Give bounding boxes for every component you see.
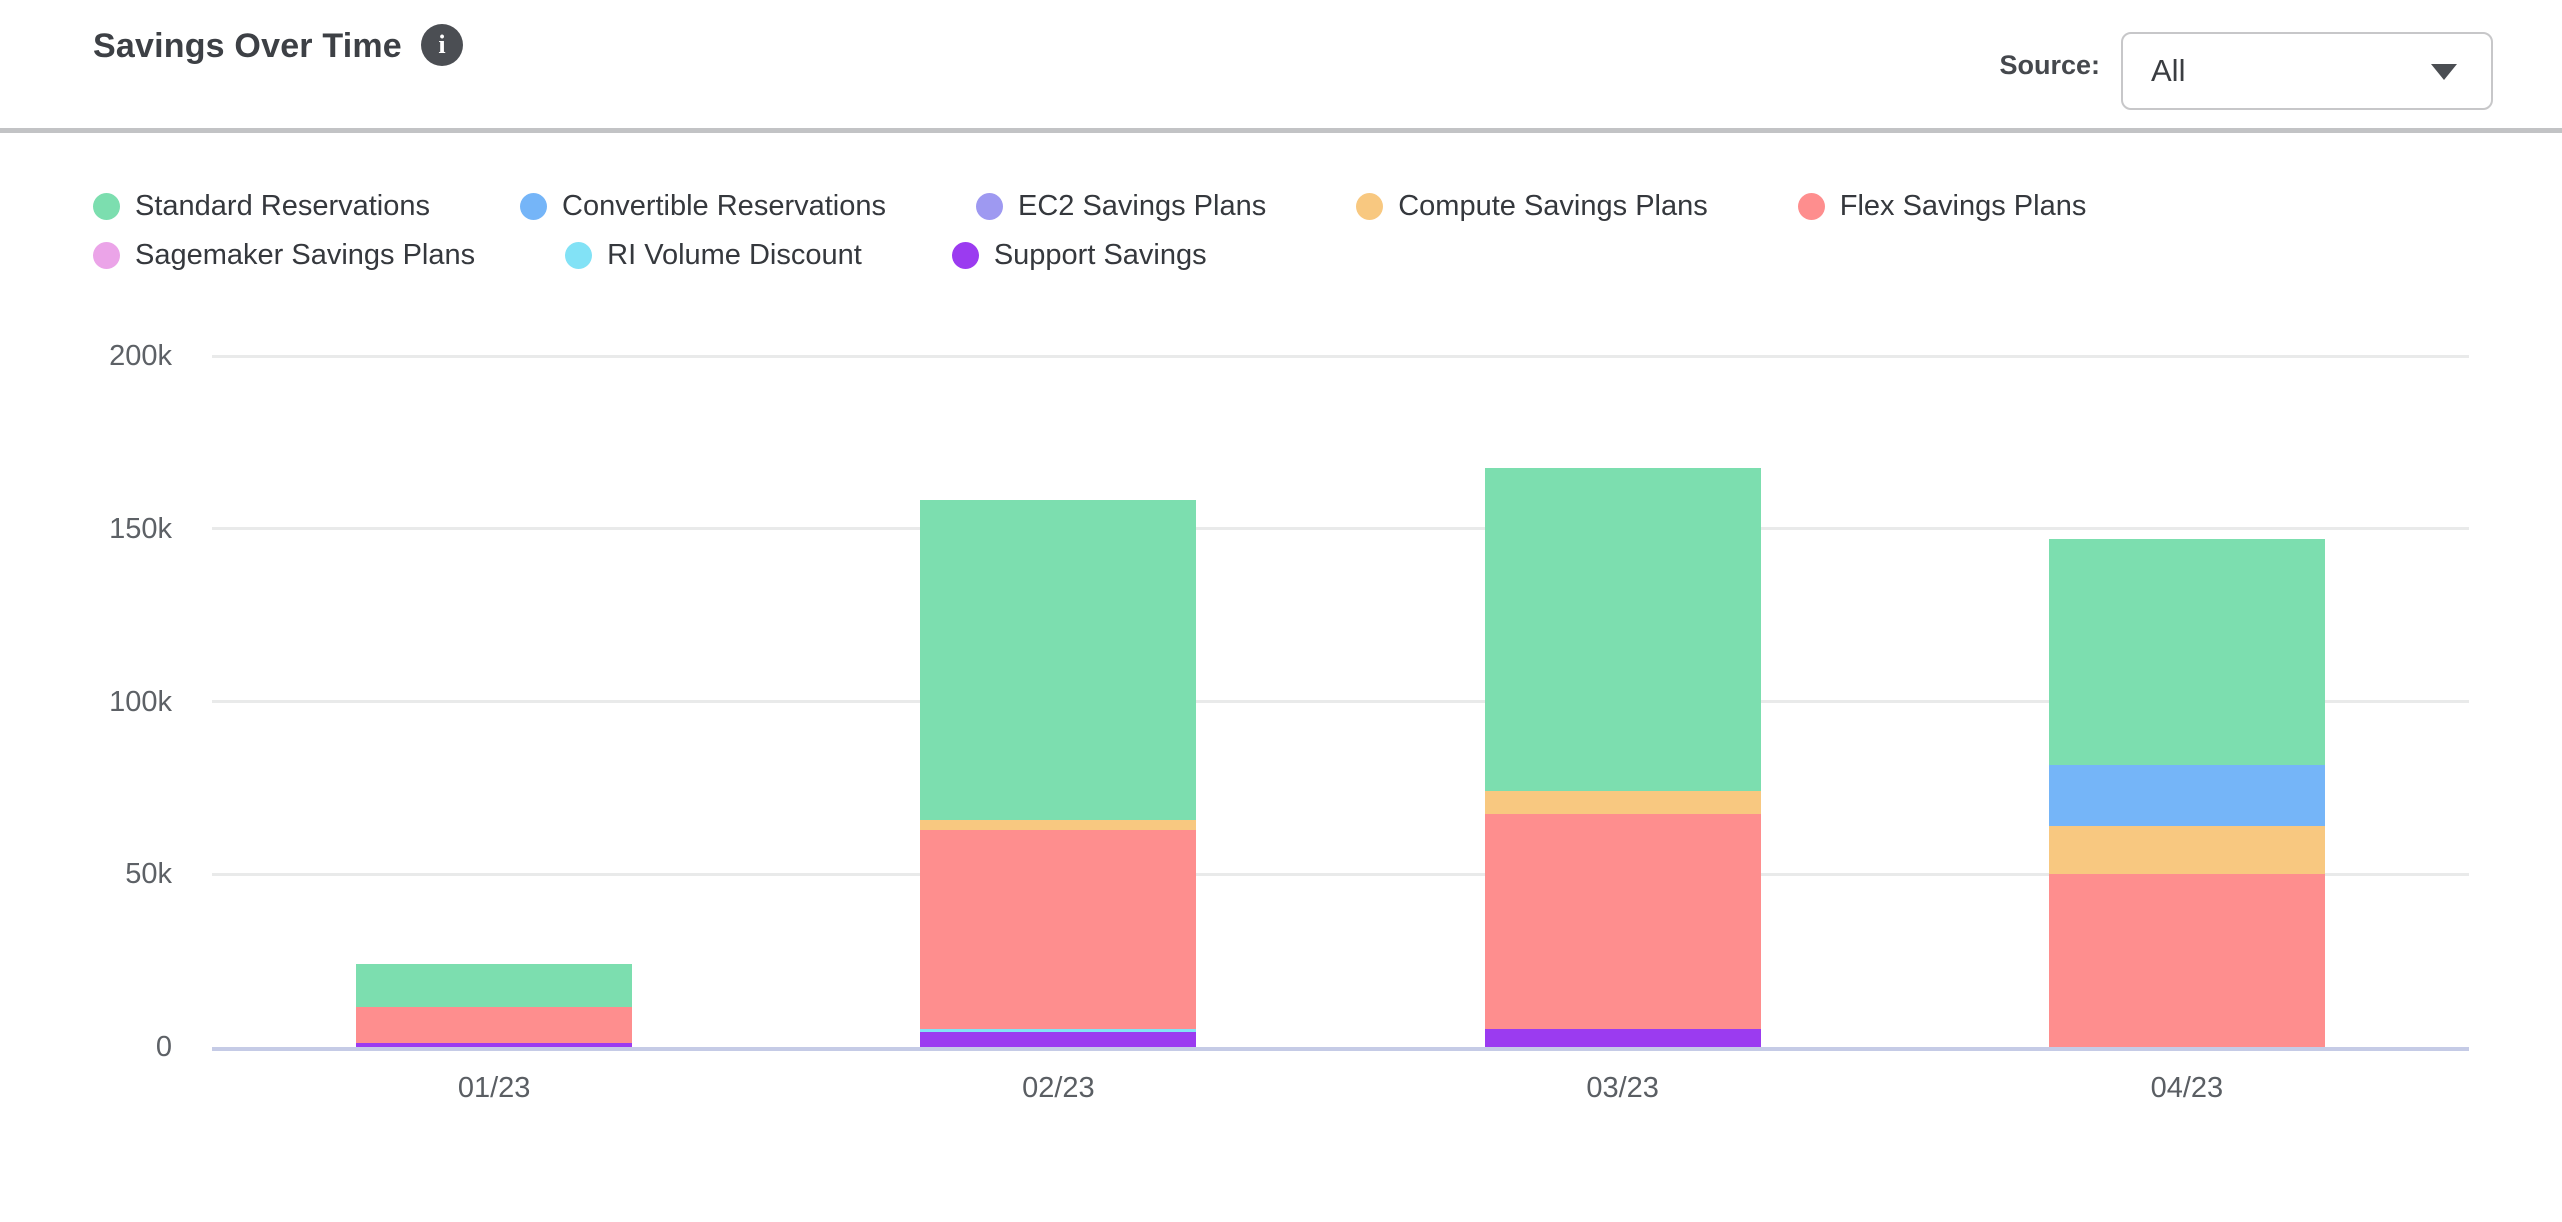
bar-segment-compute-savings-plans[interactable] — [920, 820, 1197, 831]
legend-swatch-icon — [93, 193, 120, 220]
x-axis-line — [212, 1047, 2469, 1051]
legend-label: Compute Savings Plans — [1398, 190, 1708, 222]
y-axis-tick-label: 50k — [125, 858, 172, 891]
legend-swatch-icon — [93, 242, 120, 269]
legend-item-ec2-savings-plans[interactable]: EC2 Savings Plans — [975, 190, 1267, 223]
bar-segment-support-savings[interactable] — [920, 1032, 1197, 1047]
y-axis-tick-label: 150k — [109, 512, 172, 545]
chart-plot-area: 0 50k 100k 150k 200k 01/23 02/23 03/23 04/23 — [109, 340, 2469, 1104]
source-selected-value: All — [2151, 53, 2186, 88]
legend-item-convertible-reservations[interactable]: Convertible Reservations — [520, 190, 886, 223]
bar-segment-support-savings[interactable] — [1484, 1028, 1761, 1047]
legend-label: Convertible Reservations — [562, 190, 886, 222]
legend-label: Flex Savings Plans — [1839, 190, 2087, 222]
bar-segment-standard-reservations[interactable] — [1484, 467, 1761, 791]
bar-segment-support-savings[interactable] — [356, 1042, 633, 1047]
x-axis-label: 04/23 — [2150, 1072, 2224, 1104]
gridline-200k — [212, 354, 2469, 358]
legend-label: Sagemaker Savings Plans — [135, 239, 476, 271]
chevron-down-icon — [2431, 64, 2457, 80]
source-label: Source: — [1999, 50, 2100, 80]
bar-segment-flex-savings-plans[interactable] — [2048, 874, 2325, 1047]
bar-segment-standard-reservations[interactable] — [356, 964, 633, 1008]
legend-item-ri-volume-discount[interactable]: RI Volume Discount — [565, 239, 862, 272]
x-axis-label: 02/23 — [1022, 1072, 1095, 1104]
y-axis-tick-label: 0 — [155, 1031, 172, 1063]
legend-swatch-icon — [1797, 193, 1825, 220]
legend-item-sagemaker-savings-plans[interactable]: Sagemaker Savings Plans — [93, 239, 475, 272]
gridline-150k — [212, 527, 2469, 531]
legend-swatch-icon — [565, 242, 593, 269]
legend-swatch-icon — [1356, 193, 1384, 220]
bar-segment-flex-savings-plans[interactable] — [920, 830, 1197, 1030]
bar-segment-convertible-reservations[interactable] — [2048, 765, 2325, 826]
info-icon[interactable]: i — [421, 24, 463, 66]
legend-item-standard-reservations[interactable]: Standard Reservations — [93, 190, 430, 223]
legend-item-support-savings[interactable]: Support Savings — [951, 239, 1207, 272]
x-axis-label: 03/23 — [1586, 1072, 1659, 1104]
header-divider — [0, 128, 2562, 133]
bar-segment-flex-savings-plans[interactable] — [1484, 814, 1761, 1029]
legend-item-flex-savings-plans[interactable]: Flex Savings Plans — [1797, 190, 2087, 223]
bar-segment-compute-savings-plans[interactable] — [2048, 825, 2325, 875]
legend-label: Support Savings — [993, 239, 1207, 271]
bar-segment-standard-reservations[interactable] — [2048, 539, 2325, 766]
legend-swatch-icon — [975, 193, 1003, 220]
bar-segment-standard-reservations[interactable] — [920, 500, 1197, 821]
y-axis-tick-label: 100k — [109, 685, 172, 718]
legend-label: Standard Reservations — [135, 190, 430, 222]
source-select[interactable]: All — [2121, 32, 2493, 110]
legend-label: EC2 Savings Plans — [1017, 190, 1267, 222]
bar-segment-compute-savings-plans[interactable] — [1484, 790, 1761, 815]
legend-label: RI Volume Discount — [607, 239, 862, 271]
gridline-50k — [212, 872, 2469, 876]
legend-swatch-icon — [951, 242, 979, 269]
bar-segment-flex-savings-plans[interactable] — [356, 1007, 633, 1043]
page-title: Savings Over Time — [93, 27, 402, 65]
legend-swatch-icon — [520, 193, 547, 220]
legend-item-compute-savings-plans[interactable]: Compute Savings Plans — [1356, 190, 1708, 223]
gridline-100k — [212, 700, 2469, 703]
bar-segment-ri-volume-discount[interactable] — [920, 1029, 1197, 1033]
chart-legend: Standard Reservations Convertible Reserva… — [93, 190, 2253, 272]
y-axis-tick-label: 200k — [109, 340, 172, 372]
x-axis-label: 01/23 — [457, 1072, 531, 1104]
